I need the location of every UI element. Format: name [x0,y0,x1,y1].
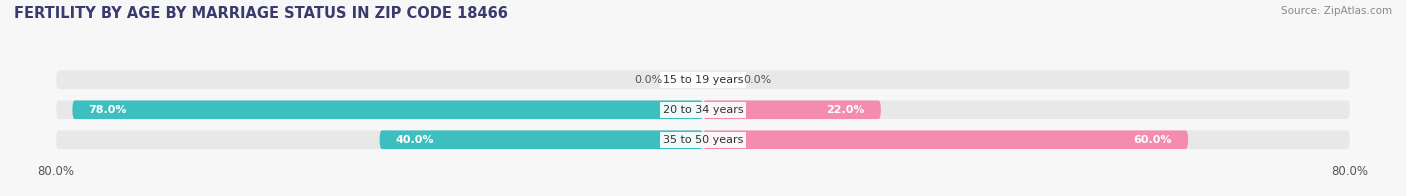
Text: 60.0%: 60.0% [1133,135,1173,145]
FancyBboxPatch shape [56,131,1350,149]
Text: 0.0%: 0.0% [634,75,662,85]
FancyBboxPatch shape [380,131,703,149]
Text: 15 to 19 years: 15 to 19 years [662,75,744,85]
Text: Source: ZipAtlas.com: Source: ZipAtlas.com [1281,6,1392,16]
FancyBboxPatch shape [703,101,882,119]
FancyBboxPatch shape [73,101,703,119]
Text: 40.0%: 40.0% [396,135,434,145]
FancyBboxPatch shape [703,131,1188,149]
Text: FERTILITY BY AGE BY MARRIAGE STATUS IN ZIP CODE 18466: FERTILITY BY AGE BY MARRIAGE STATUS IN Z… [14,6,508,21]
Text: 20 to 34 years: 20 to 34 years [662,105,744,115]
Text: 35 to 50 years: 35 to 50 years [662,135,744,145]
FancyBboxPatch shape [56,101,1350,119]
Text: 78.0%: 78.0% [89,105,127,115]
Text: 22.0%: 22.0% [827,105,865,115]
Text: 0.0%: 0.0% [744,75,772,85]
FancyBboxPatch shape [56,71,1350,89]
